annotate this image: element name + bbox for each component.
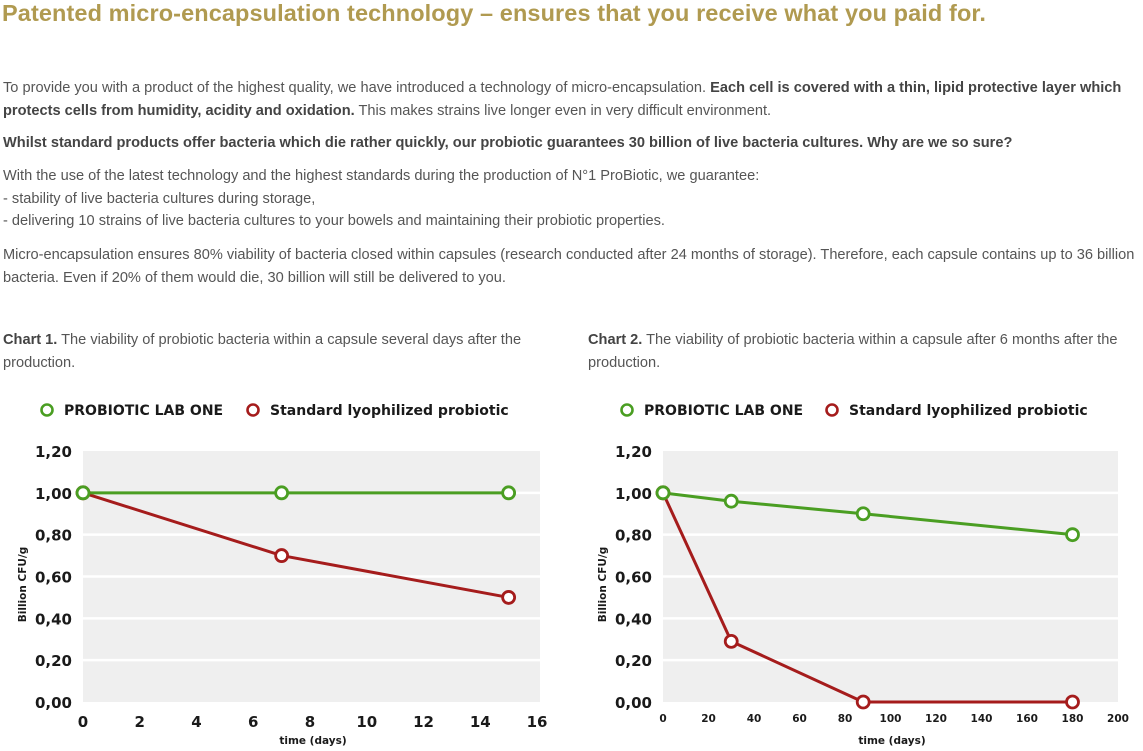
intro-text-a: To provide you with a product of the hig… xyxy=(3,80,711,96)
y-tick-label: 1,00 xyxy=(35,485,72,503)
guarantee-paragraph: Whilst standard products offer bacteria … xyxy=(3,135,1013,151)
x-tick-label: 140 xyxy=(971,713,993,725)
data-point xyxy=(274,485,290,501)
data-point xyxy=(855,506,871,522)
x-tick-label: 40 xyxy=(747,713,762,725)
y-axis-label: Billion CFU/g xyxy=(597,547,609,623)
technology-intro: With the use of the latest technology an… xyxy=(3,168,760,184)
y-tick-label: 1,00 xyxy=(615,485,652,503)
series-line xyxy=(662,491,1073,537)
y-tick-label: 1,20 xyxy=(35,443,72,461)
y-tick-label: 0,20 xyxy=(615,652,652,670)
viability-paragraph: Micro-encapsulation ensures 80% viabilit… xyxy=(3,247,1135,286)
guarantee-item: - delivering 10 strains of live bacteria… xyxy=(3,213,665,229)
chart2-caption-text: The viability of probiotic bacteria with… xyxy=(588,332,1118,371)
x-tick-label: 60 xyxy=(792,713,807,725)
chart-2: PROBIOTIC LAB ONE Standard lyophilized pr… xyxy=(597,403,1129,747)
chart1-caption-label: Chart 1. xyxy=(3,332,58,348)
chart1-caption-text: The viability of probiotic bacteria with… xyxy=(3,332,522,371)
y-tick-label: 0,40 xyxy=(35,610,72,628)
legend-marker-icon xyxy=(246,403,260,417)
x-tick-label: 0 xyxy=(78,713,88,731)
y-tick-label: 0,80 xyxy=(35,527,72,545)
legend-label: PROBIOTIC LAB ONE xyxy=(644,403,803,419)
data-point xyxy=(501,485,517,501)
legend-label: PROBIOTIC LAB ONE xyxy=(64,403,223,419)
data-point xyxy=(855,694,871,710)
x-tick-label: 0 xyxy=(659,713,666,725)
x-tick-label: 12 xyxy=(413,713,434,731)
data-point xyxy=(723,633,739,649)
legend-marker-icon xyxy=(825,403,839,417)
y-tick-label: 0,60 xyxy=(35,569,72,587)
technology-paragraph: With the use of the latest technology an… xyxy=(3,165,1141,233)
data-point xyxy=(75,485,91,501)
guarantee-item: - stability of live bacteria cultures du… xyxy=(3,190,316,207)
y-tick-label: 0,20 xyxy=(35,652,72,670)
chart2-caption-label: Chart 2. xyxy=(588,332,643,348)
x-tick-label: 200 xyxy=(1107,713,1129,725)
legend-label: Standard lyophilized probiotic xyxy=(270,403,509,419)
x-tick-label: 4 xyxy=(191,713,201,731)
y-tick-label: 0,40 xyxy=(615,610,652,628)
intro-text-b: This makes strains live longer even in v… xyxy=(354,102,772,119)
series-line xyxy=(661,492,1073,704)
x-tick-label: 14 xyxy=(470,713,491,731)
chart2-caption: Chart 2. The viability of probiotic bact… xyxy=(588,329,1143,374)
chart-1: PROBIOTIC LAB ONE Standard lyophilized pr… xyxy=(17,403,548,747)
y-tick-label: 0,00 xyxy=(35,694,72,712)
x-tick-label: 180 xyxy=(1062,713,1084,725)
legend-marker-icon xyxy=(620,403,634,417)
x-tick-label: 16 xyxy=(527,713,548,731)
intro-bold-text: Each cell is covered with a thin, lipid … xyxy=(3,80,1122,119)
x-tick-label: 2 xyxy=(135,713,145,731)
x-tick-label: 10 xyxy=(356,713,377,731)
data-point xyxy=(655,485,671,501)
page-heading: Patented micro-encapsulation technology … xyxy=(2,0,986,26)
data-point xyxy=(501,590,517,605)
data-point xyxy=(274,548,290,563)
intro-paragraph: To provide you with a product of the hig… xyxy=(3,77,1141,122)
data-point xyxy=(723,493,739,509)
y-tick-label: 0,60 xyxy=(615,569,652,587)
data-point xyxy=(1065,527,1080,543)
y-tick-label: 0,80 xyxy=(615,527,652,545)
x-tick-label: 20 xyxy=(701,713,716,725)
x-axis-label: time (days) xyxy=(858,735,925,747)
x-tick-label: 6 xyxy=(248,713,258,731)
data-point xyxy=(1065,694,1080,710)
x-tick-label: 160 xyxy=(1016,713,1038,725)
legend-label: Standard lyophilized probiotic xyxy=(849,403,1088,419)
y-tick-label: 0,00 xyxy=(615,694,652,712)
x-tick-label: 100 xyxy=(880,713,902,725)
chart1-caption: Chart 1. The viability of probiotic bact… xyxy=(3,329,563,374)
x-tick-label: 80 xyxy=(838,713,853,725)
legend-marker-icon xyxy=(40,403,54,417)
x-tick-label: 8 xyxy=(305,713,315,731)
x-axis-label: time (days) xyxy=(279,735,346,747)
y-tick-label: 1,20 xyxy=(615,443,652,461)
x-tick-label: 120 xyxy=(925,713,947,725)
y-axis-label: Billion CFU/g xyxy=(17,547,29,623)
